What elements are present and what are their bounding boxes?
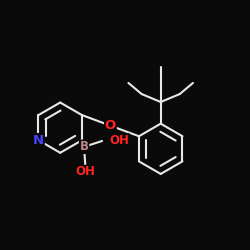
Text: N: N bbox=[33, 134, 44, 147]
Text: B: B bbox=[80, 140, 88, 153]
Text: OH: OH bbox=[76, 166, 95, 178]
Text: O: O bbox=[105, 119, 116, 132]
Text: OH: OH bbox=[110, 134, 129, 147]
